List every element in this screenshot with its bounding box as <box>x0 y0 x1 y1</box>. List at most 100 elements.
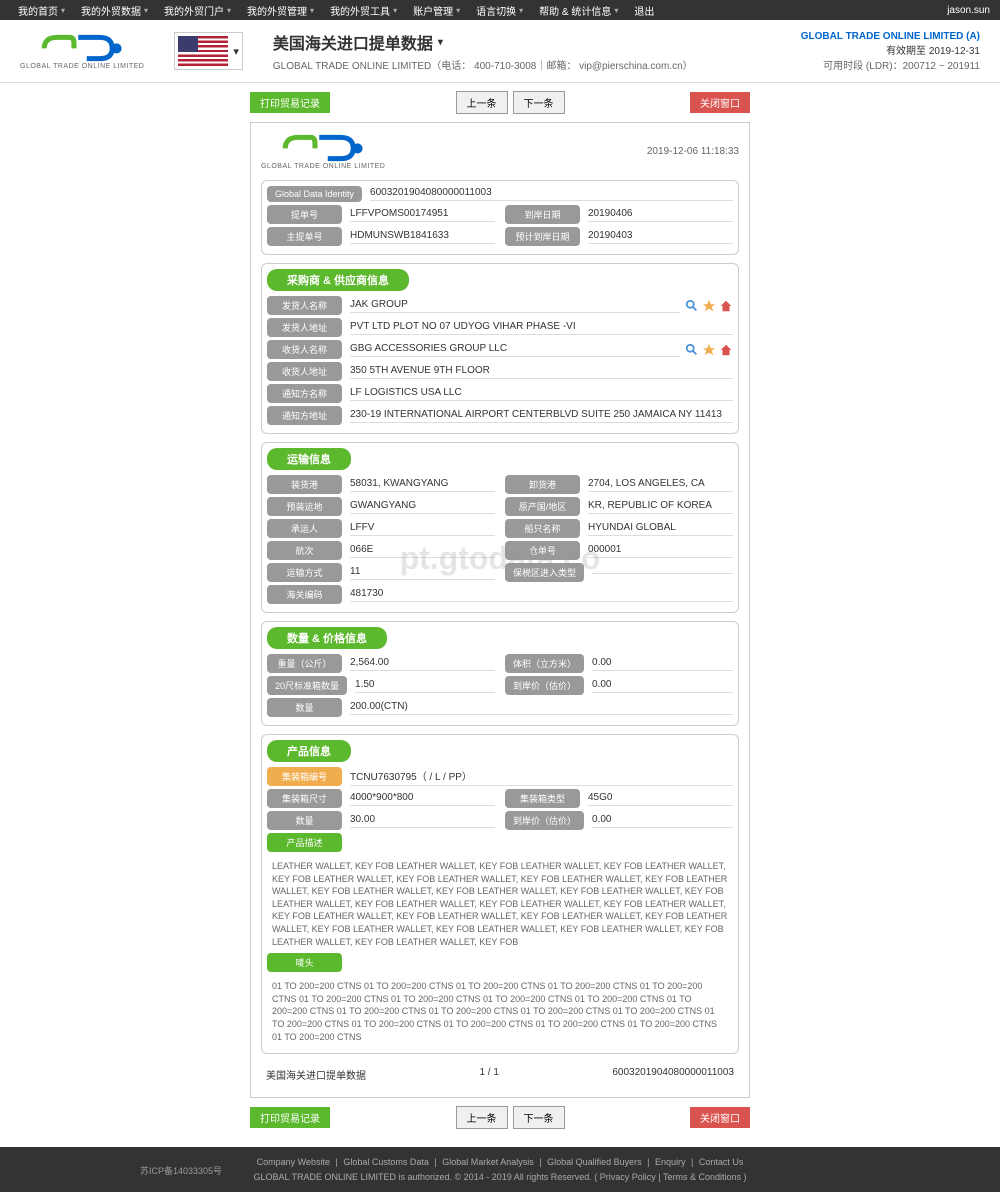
footer-source: 美国海关进口提单数据 <box>266 1067 366 1082</box>
menu-language[interactable]: 语言切换 <box>468 3 531 18</box>
doc-logo: GLOBAL TRADE ONLINE LIMITED <box>261 133 385 170</box>
mode-label: 运输方式 <box>267 563 342 582</box>
next-button[interactable]: 下一条 <box>513 1106 565 1129</box>
price-value: 0.00 <box>592 679 733 693</box>
transport-section: 运输信息 装货港 58031, KWANGYANG 卸货港 2704, LOS AN… <box>261 442 739 613</box>
master-label: 主提单号 <box>267 227 342 246</box>
identity-section: Global Data Identity60032019040800000110… <box>261 180 739 255</box>
teu-value: 1.50 <box>355 679 495 693</box>
close-button[interactable]: 关闭窗口 <box>690 1107 750 1128</box>
shipper-addr-value: PVT LTD PLOT NO 07 UDYOG VIHAR PHASE -VI <box>350 321 733 335</box>
terms-link[interactable]: Terms & Conditions <box>663 1172 741 1182</box>
menu-trade-tools[interactable]: 我的外贸工具 <box>322 3 405 18</box>
count-value: 200.00(CTN) <box>350 701 733 715</box>
footer-link[interactable]: Enquiry <box>655 1157 686 1167</box>
footer-link[interactable]: Company Website <box>257 1157 330 1167</box>
logo-area: GLOBAL TRADE ONLINE LIMITED <box>20 33 144 70</box>
vessel-label: 船只名称 <box>505 519 580 538</box>
preship-label: 预装运地 <box>267 497 342 516</box>
unload-port-value: 2704, LOS ANGELES, CA <box>588 478 733 492</box>
doc-header: GLOBAL TRADE ONLINE LIMITED 2019-12-06 1… <box>261 133 739 170</box>
carrier-label: 承运人 <box>267 519 342 538</box>
container-type-label: 集装箱类型 <box>505 789 580 808</box>
footer-id: 6003201904080000011003 <box>612 1067 734 1082</box>
menu-trade-mgmt[interactable]: 我的外贸管理 <box>239 3 322 18</box>
menu-help[interactable]: 帮助 & 统计信息 <box>531 3 626 18</box>
container-no-label: 集装箱编号 <box>267 767 342 786</box>
master-value: HDMUNSWB1841633 <box>350 230 495 244</box>
logo-icon <box>281 133 366 163</box>
weight-label: 重量（公斤） <box>267 654 342 673</box>
arrival-value: 20190406 <box>588 208 733 222</box>
bonded-value <box>592 571 733 574</box>
icp-number: 苏ICP备14033305号 <box>140 1164 222 1177</box>
print-button[interactable]: 打印贸易记录 <box>250 1107 330 1128</box>
volume-label: 体积（立方米） <box>505 654 584 673</box>
unload-port-label: 卸货港 <box>505 475 580 494</box>
menu-account[interactable]: 账户管理 <box>405 3 468 18</box>
page-info: 美国海关进口提单数据 1 / 1 6003201904080000011003 <box>261 1062 739 1087</box>
product-price-value: 0.00 <box>592 814 733 828</box>
qty-section: 数量 & 价格信息 重量（公斤）2,564.00 体积（立方米）0.00 20尺… <box>261 621 739 726</box>
toolbar-top: 打印贸易记录 上一条 下一条 关闭窗口 <box>0 83 1000 122</box>
menu-trade-data[interactable]: 我的外贸数据 <box>73 3 156 18</box>
footer-link[interactable]: Global Market Analysis <box>442 1157 534 1167</box>
consignee-name-label: 收货人名称 <box>267 340 342 359</box>
home-icon[interactable] <box>719 299 733 313</box>
star-icon[interactable] <box>702 299 716 313</box>
gdi-value: 6003201904080000011003 <box>370 187 733 201</box>
arrival-label: 到岸日期 <box>505 205 580 224</box>
bonded-label: 保税区进入类型 <box>505 563 584 582</box>
load-port-label: 装货港 <box>267 475 342 494</box>
username[interactable]: jason.sun <box>947 5 990 16</box>
product-section: 产品信息 集装箱编号TCNU7630795（ / L / PP） 集装箱尺寸40… <box>261 734 739 1054</box>
close-button[interactable]: 关闭窗口 <box>690 92 750 113</box>
menu-home[interactable]: 我的首页 <box>10 3 73 18</box>
flag-selector[interactable]: ▾ <box>174 32 243 70</box>
search-icon[interactable] <box>685 343 699 357</box>
voyage-value: 066E <box>350 544 495 558</box>
company-name: GLOBAL TRADE ONLINE LIMITED (A) <box>801 31 980 42</box>
next-button[interactable]: 下一条 <box>513 91 565 114</box>
footer-link[interactable]: Contact Us <box>699 1157 744 1167</box>
logo-icon <box>40 33 125 63</box>
desc-label: 产品描述 <box>267 833 342 852</box>
menu-trade-portal[interactable]: 我的外贸门户 <box>156 3 239 18</box>
prev-button[interactable]: 上一条 <box>456 1106 508 1129</box>
price-label: 到岸价（估价） <box>505 676 584 695</box>
header-right: GLOBAL TRADE ONLINE LIMITED (A) 有效期至 201… <box>801 31 980 72</box>
search-icon[interactable] <box>685 299 699 313</box>
carrier-value: LFFV <box>350 522 495 536</box>
product-qty-value: 30.00 <box>350 814 495 828</box>
buyer-section: 采购商 & 供应商信息 发货人名称JAK GROUP 发货人地址PVT LTD … <box>261 263 739 434</box>
print-button[interactable]: 打印贸易记录 <box>250 92 330 113</box>
warehouse-label: 仓单号 <box>505 541 580 560</box>
hs-label: 海关编码 <box>267 585 342 604</box>
transport-section-title: 运输信息 <box>267 448 351 470</box>
vessel-value: HYUNDAI GLOBAL <box>588 522 733 536</box>
load-port-value: 58031, KWANGYANG <box>350 478 495 492</box>
footer-link[interactable]: Global Customs Data <box>343 1157 429 1167</box>
footer-page: 1 / 1 <box>479 1067 498 1082</box>
footer-link[interactable]: Global Qualified Buyers <box>547 1157 642 1167</box>
consignee-addr-value: 350 5TH AVENUE 9TH FLOOR <box>350 365 733 379</box>
star-icon[interactable] <box>702 343 716 357</box>
available-period: 可用时段 (LDR)：200712 ~ 201911 <box>801 57 980 72</box>
chevron-down-icon[interactable]: ▾ <box>438 37 443 48</box>
qty-section-title: 数量 & 价格信息 <box>267 627 387 649</box>
expiry-date: 有效期至 2019-12-31 <box>801 42 980 57</box>
buyer-section-title: 采购商 & 供应商信息 <box>267 269 409 291</box>
prev-button[interactable]: 上一条 <box>456 91 508 114</box>
privacy-link[interactable]: Privacy Policy <box>600 1172 656 1182</box>
notify-addr-label: 通知方地址 <box>267 406 342 425</box>
desc-value: LEATHER WALLET, KEY FOB LEATHER WALLET, … <box>267 855 733 953</box>
shipper-name-label: 发货人名称 <box>267 296 342 315</box>
weight-value: 2,564.00 <box>350 657 495 671</box>
logo-subtitle: GLOBAL TRADE ONLINE LIMITED <box>20 63 144 70</box>
shipper-name-value: JAK GROUP <box>350 299 680 313</box>
menu-logout[interactable]: 退出 <box>626 3 665 18</box>
container-size-value: 4000*900*800 <box>350 792 495 806</box>
home-icon[interactable] <box>719 343 733 357</box>
preship-value: GWANGYANG <box>350 500 495 514</box>
count-label: 数量 <box>267 698 342 717</box>
